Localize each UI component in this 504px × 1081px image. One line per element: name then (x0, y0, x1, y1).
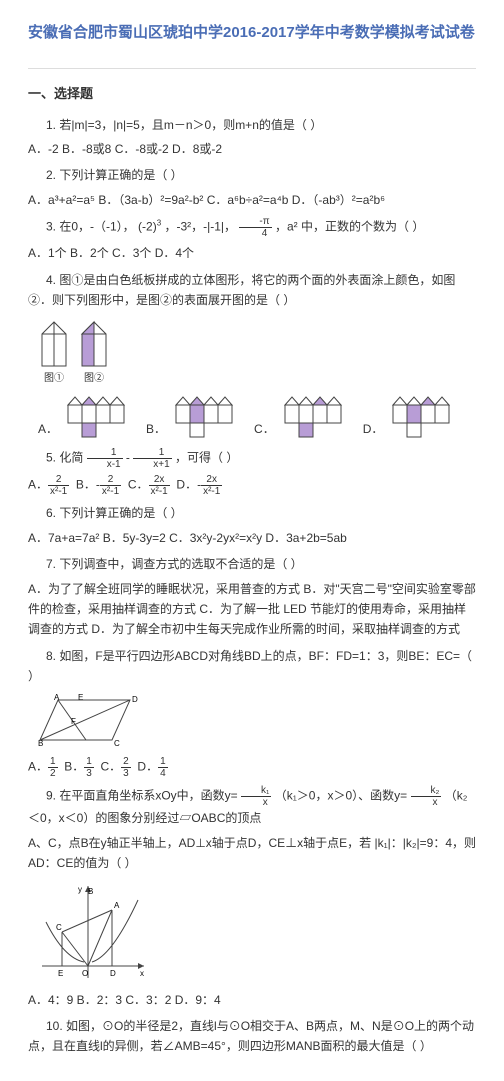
svg-text:E: E (58, 969, 63, 978)
q8-figure: A E D F B C (38, 694, 476, 748)
svg-text:B: B (88, 887, 93, 896)
question-6: 6. 下列计算正确的是（ ） (28, 503, 476, 523)
question-1: 1. 若|m|=3，|n|=5，且m－n＞0，则m+n的值是（ ） (28, 115, 476, 135)
svg-text:A: A (114, 901, 120, 910)
q4-options-row: A． B． C． D． (38, 395, 476, 439)
q4-opt-d-label: D． (363, 419, 384, 439)
question-10: 10. 如图，⊙O的半径是2，直线l与⊙O相交于A、B两点，M、N是⊙O上的两个… (28, 1016, 476, 1057)
svg-text:x: x (140, 969, 144, 978)
title-divider (28, 68, 476, 69)
section-heading: 一、选择题 (28, 83, 476, 105)
figure-1-icon (38, 318, 70, 370)
svg-text:D: D (132, 695, 138, 704)
q9-options: A．4：9 B．2：3 C．3：2 D．9：4 (28, 990, 476, 1010)
q5-options: A．2x²-1 B．-2x²-1 C．2xx²-1 D．-2xx²-1 (28, 474, 476, 497)
question-8: 8. 如图，F是平行四边形ABCD对角线BD上的点，BF：FD=1：3，则BE：… (28, 646, 476, 687)
svg-text:y: y (78, 885, 82, 894)
q8-options: A．12 B．13 C．23 D．14 (28, 756, 476, 779)
question-2: 2. 下列计算正确的是（ ） (28, 165, 476, 185)
svg-text:E: E (78, 694, 83, 702)
q4-figures: 图① 图② (38, 318, 476, 387)
q3-options: A．1个 B．2个 C．3个 D．4个 (28, 243, 476, 263)
svg-text:D: D (110, 969, 116, 978)
q7-options: A．为了了解全班同学的睡眠状况，采用普查的方式 B．对"天宫二号"空间实验室零部… (28, 579, 476, 640)
question-9: 9. 在平面直角坐标系xOy中，函数y= k₁x （k₁＞0，x＞0）、函数y=… (28, 785, 476, 828)
net-c-icon (283, 395, 355, 439)
q9-figure: B C A E O D x y (38, 882, 476, 982)
q9-tail: A、C，点B在y轴正半轴上，AD⊥x轴于点D，CE⊥x轴于点E，若 |k₁|：|… (28, 833, 476, 874)
parallelogram-icon: A E D F B C (38, 694, 138, 748)
hyperbola-graph-icon: B C A E O D x y (38, 882, 148, 982)
net-d-icon (391, 395, 463, 439)
figure-1-caption: 图① (38, 370, 70, 387)
question-3: 3. 在0，-（-1）， (-2)3 ，-3²，-|-1|， -π4 ，a² 中… (28, 216, 476, 239)
page-title: 安徽省合肥市蜀山区琥珀中学2016-2017学年中考数学模拟考试试卷 (28, 20, 476, 46)
svg-text:C: C (56, 923, 62, 932)
q4-opt-c-label: C． (254, 419, 275, 439)
question-7: 7. 下列调查中，调查方式的选取不合适的是（ ） (28, 554, 476, 574)
svg-text:A: A (54, 694, 60, 702)
q1-options: A．-2 B．-8或8 C．-8或-2 D．8或-2 (28, 139, 476, 159)
q4-opt-a-label: A． (38, 419, 58, 439)
figure-2-caption: 图② (78, 370, 110, 387)
svg-text:O: O (82, 969, 88, 978)
q2-options: A．a³+a²=a⁵ B．（3a-b）²=9a²-b² C．a⁶b÷a²=a⁴b… (28, 190, 476, 210)
net-a-icon (66, 395, 138, 439)
svg-text:F: F (71, 717, 76, 726)
svg-text:B: B (38, 739, 43, 748)
question-4: 4. 图①是由白色纸板拼成的立体图形，将它的两个面的外表面涂上颜色，如图②．则下… (28, 270, 476, 311)
net-b-icon (174, 395, 246, 439)
svg-text:C: C (114, 739, 120, 748)
q6-options: A．7a+a=7a² B．5y-3y=2 C．3x²y-2yx²=x²y D．3… (28, 528, 476, 548)
question-5: 5. 化简 1x-1 - 1x+1 ，可得（ ） (28, 447, 476, 470)
q4-opt-b-label: B． (146, 419, 166, 439)
figure-2-icon (78, 318, 110, 370)
